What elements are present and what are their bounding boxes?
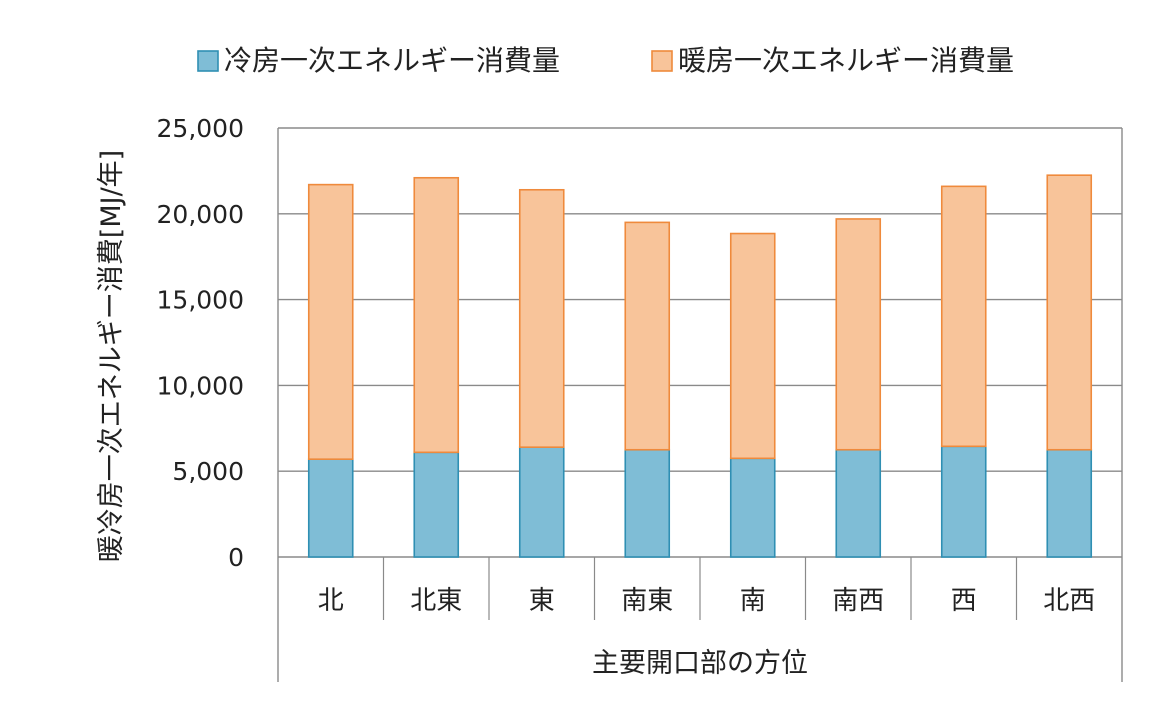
legend-label: 暖房一次エネルギー消費量 (678, 44, 1014, 77)
bars (307, 174, 1093, 558)
bar-cooling (729, 457, 776, 558)
x-category-label: 東 (529, 586, 555, 616)
x-category-label: 北東 (410, 586, 462, 616)
x-axis-title: 主要開口部の方位 (592, 648, 808, 679)
y-tick-labels: 0 5,000 10,000 15,000 20,000 25,000 (157, 114, 244, 572)
legend-swatch (651, 50, 673, 72)
bar-cooling (624, 448, 671, 558)
bar-heating (835, 218, 882, 451)
legend: 冷房一次エネルギー消費量 暖房一次エネルギー消費量 (197, 44, 1014, 77)
axes (277, 128, 1123, 682)
x-category-label: 西 (951, 586, 977, 616)
bar-heating (940, 185, 987, 448)
y-tick-label: 10,000 (157, 371, 244, 400)
bar-heating (729, 232, 776, 460)
bar-heating (1046, 174, 1093, 451)
y-tick-label: 15,000 (157, 286, 244, 315)
bar-cooling (307, 458, 354, 558)
x-category-labels: 北 北東 東 南東 南 南西 西 北西 (318, 586, 1096, 616)
bar-cooling (518, 446, 565, 558)
bar-heating (624, 221, 671, 451)
y-tick-label: 5,000 (172, 457, 244, 486)
bar-heating (307, 183, 354, 460)
legend-label: 冷房一次エネルギー消費量 (224, 44, 560, 77)
bar-heating (413, 176, 460, 454)
bar-cooling (835, 448, 882, 558)
y-tick-label: 0 (228, 543, 244, 572)
x-category-label: 北 (318, 586, 344, 616)
gridlines (278, 127, 1122, 558)
y-tick-label: 25,000 (157, 114, 244, 143)
bar-cooling (1046, 448, 1093, 558)
x-category-label: 北西 (1043, 586, 1095, 616)
bar-heating (518, 188, 565, 448)
x-category-label: 南 (740, 586, 766, 616)
legend-swatch (197, 50, 219, 72)
y-tick-label: 20,000 (157, 200, 244, 229)
bar-cooling (940, 445, 987, 558)
bar-cooling (413, 451, 460, 558)
x-category-label: 南西 (832, 586, 884, 616)
x-category-label: 南東 (621, 586, 673, 616)
y-axis-title: 暖冷房一次エネルギー消費[MJ/年] (96, 150, 127, 562)
